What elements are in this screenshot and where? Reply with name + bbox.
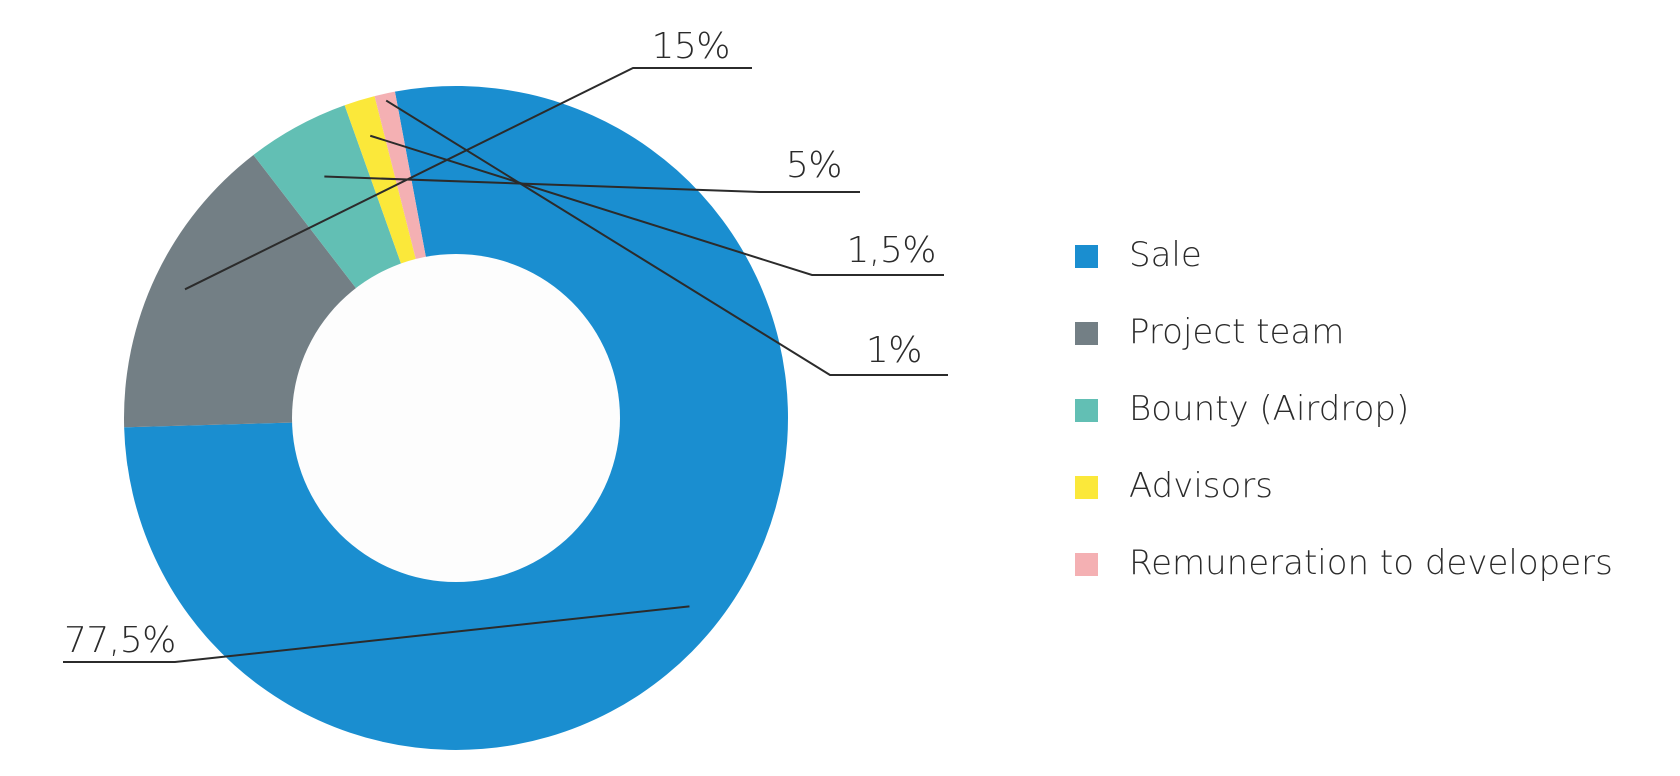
legend-swatch	[1075, 245, 1098, 268]
legend: Sale Project team Bounty (Airdrop) Advisors…	[1075, 233, 1613, 618]
leaders-layer	[63, 67, 948, 663]
leader-line-2	[184, 67, 752, 291]
percent-label: 77,5%	[64, 620, 176, 661]
leader-line-1	[63, 605, 690, 663]
leader-line-5	[385, 99, 948, 376]
percent-label: 1%	[866, 330, 922, 371]
donut-hole	[292, 254, 620, 582]
legend-label: Advisors	[1129, 466, 1274, 506]
percent-label: 5%	[786, 145, 842, 186]
legend-swatch	[1075, 399, 1098, 422]
legend-label: Project team	[1129, 312, 1345, 352]
legend-swatch	[1075, 476, 1098, 499]
legend-label: Remuneration to developers	[1129, 543, 1613, 583]
percent-label: 1,5%	[847, 230, 936, 271]
leader-line-3	[324, 175, 860, 193]
legend-item: Bounty (Airdrop)	[1075, 387, 1613, 464]
percent-label: 15%	[651, 26, 730, 67]
legend-item: Advisors	[1075, 464, 1613, 541]
legend-swatch	[1075, 322, 1098, 345]
legend-label: Sale	[1129, 235, 1202, 275]
legend-label: Bounty (Airdrop)	[1129, 389, 1410, 429]
legend-item: Remuneration to developers	[1075, 541, 1613, 618]
legend-item: Sale	[1075, 233, 1613, 310]
labels-layer: 77,5% 15% 5% 1,5% 1%	[64, 26, 937, 661]
legend-item: Project team	[1075, 310, 1613, 387]
legend-swatch	[1075, 553, 1098, 576]
